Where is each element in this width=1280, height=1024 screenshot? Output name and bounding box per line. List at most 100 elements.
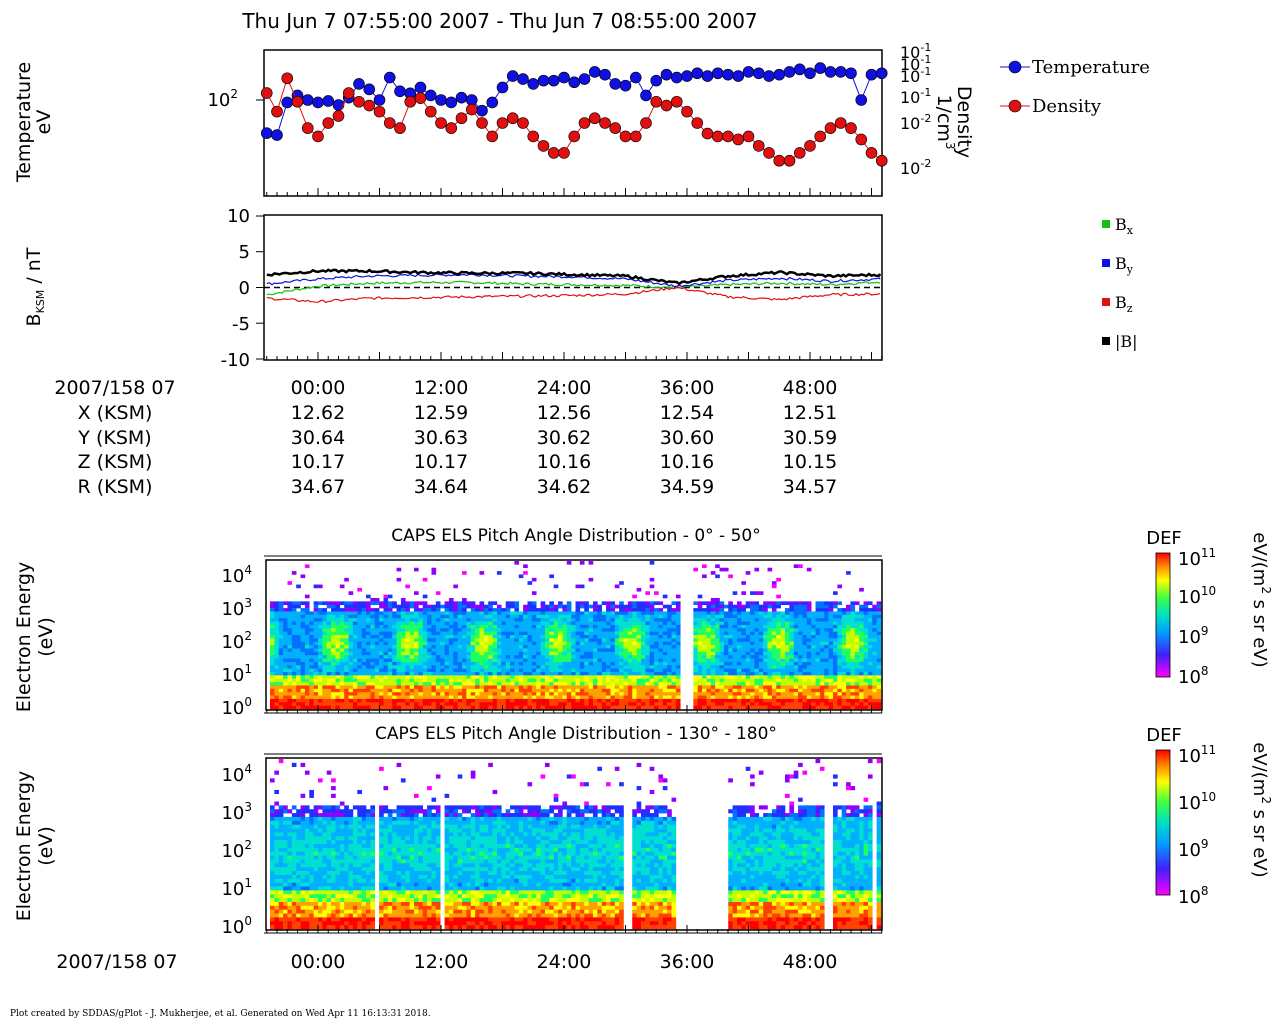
- spectrogram-cell: [854, 678, 860, 683]
- spectrogram-cell: [854, 661, 860, 666]
- spectrogram-cell: [649, 678, 655, 683]
- spectrogram-cell: [440, 695, 445, 700]
- spectrogram-cell: [741, 685, 746, 690]
- spectrogram-cell: [571, 685, 576, 690]
- spectrogram-cell: [789, 635, 795, 639]
- spectrogram-cell: [675, 658, 681, 663]
- spectrogram-cell: [444, 624, 450, 629]
- spectrogram-cell: [400, 682, 406, 686]
- spectrogram-cell: [758, 604, 764, 609]
- spectrogram-cell: [824, 651, 829, 656]
- spectrogram-cell: [278, 878, 284, 883]
- spectrogram-cell: [636, 618, 642, 622]
- spectrogram-cell: [654, 678, 659, 683]
- spectrogram-cell: [846, 688, 851, 693]
- spectrogram-cell: [854, 601, 860, 606]
- temperature-point: [783, 66, 796, 78]
- spectrogram-cell: [619, 628, 624, 632]
- spectrogram-cell: [776, 635, 781, 639]
- spectrogram-cell: [562, 675, 568, 680]
- spectrogram-cell: [453, 608, 458, 612]
- spectrogram-cell: [339, 624, 345, 629]
- density-point: [763, 147, 775, 159]
- spectrogram-cell: [352, 628, 358, 632]
- spectrogram-cell: [387, 695, 393, 700]
- temperature-point: [394, 85, 406, 98]
- spectrogram-cell: [767, 655, 773, 659]
- spectrogram-cell: [309, 688, 314, 693]
- spectrogram-cell: [819, 651, 825, 656]
- spectrogram-cell: [850, 628, 856, 632]
- spectrogram-cell: [366, 655, 371, 659]
- spectrogram-cell: [876, 682, 882, 686]
- spectrogram-cell: [274, 648, 280, 653]
- spectrogram-cell: [832, 638, 838, 643]
- spectrogram-cell: [523, 678, 528, 683]
- spectrogram-cell: [318, 601, 323, 606]
- spectrogram-cell: [837, 608, 843, 612]
- spectrogram-cell: [571, 641, 576, 646]
- spectrogram-cell: [767, 702, 773, 706]
- spectrogram-cell: [667, 695, 672, 700]
- spectrogram-cell: [488, 631, 493, 636]
- spectrogram-cell: [462, 682, 467, 686]
- ephemeris-table: 2007/158 07 X (KSM) Y (KSM) Z (KSM) R (K…: [54, 377, 837, 498]
- spectrogram-cell: [300, 828, 306, 833]
- density-point: [568, 130, 581, 143]
- spectrogram-cell: [832, 685, 838, 690]
- spectrogram-cell: [854, 668, 860, 673]
- spectrogram-cell: [270, 648, 275, 653]
- spectrogram-cell: [374, 608, 380, 612]
- spectrogram-cell: [309, 901, 314, 907]
- spectrogram-cell: [531, 591, 537, 595]
- spectrogram-cell: [728, 648, 733, 653]
- spectrogram-cell: [414, 601, 419, 606]
- spectrogram-cell: [671, 658, 677, 663]
- spectrogram-cell: [448, 675, 454, 680]
- spectrogram-cell: [431, 614, 437, 619]
- spectrogram-cell: [645, 641, 650, 646]
- spectrogram-cell: [374, 624, 380, 629]
- spectrogram-cell: [715, 668, 720, 673]
- spectrogram-cell: [780, 645, 786, 649]
- spectrogram-cell: [579, 635, 585, 639]
- spectrogram-cell: [466, 624, 472, 629]
- spectrogram-cell: [741, 675, 746, 680]
- spectrogram-cell: [750, 668, 755, 673]
- spectrogram-cell: [479, 645, 485, 649]
- spectrogram-cell: [767, 621, 773, 626]
- spectrogram-cell: [627, 604, 633, 609]
- spectrogram-cell: [283, 645, 288, 649]
- spectrogram-cell: [505, 698, 511, 703]
- spectrogram-cell: [824, 621, 829, 626]
- spectrogram-cell: [732, 678, 738, 683]
- spectrogram-cell: [479, 611, 485, 616]
- spectrogram-cell: [763, 702, 768, 706]
- spectrogram-cell: [409, 682, 415, 686]
- spectrogram-cell: [606, 692, 611, 696]
- spectrogram-cell: [715, 682, 720, 686]
- spectrogram-cell: [313, 621, 319, 626]
- spectrogram-cell: [867, 618, 873, 622]
- spectrogram-cell: [741, 682, 746, 686]
- spectrogram-cell: [863, 705, 869, 710]
- spectrogram-cell: [784, 611, 790, 616]
- spectrogram-cell: [405, 604, 410, 609]
- spectrogram-cell: [344, 695, 349, 700]
- spectrogram-cell: [291, 836, 297, 841]
- spectrogram-cell: [483, 695, 489, 700]
- spectrogram-cell: [374, 655, 380, 659]
- by-legend-label: By: [1115, 254, 1134, 276]
- spectrogram-cell: [566, 685, 572, 690]
- spectrogram-cell: [518, 618, 524, 622]
- spectrogram-cell: [841, 668, 847, 673]
- spectrogram-cell: [278, 682, 284, 686]
- spectrogram-cell: [313, 847, 319, 853]
- spectrogram-cell: [723, 614, 729, 619]
- spectrogram-cell: [291, 898, 297, 903]
- spectrogram-cell: [754, 611, 760, 616]
- spectrogram-cell: [802, 661, 808, 666]
- spectrogram-cell: [379, 685, 384, 690]
- spectrogram-cell: [654, 624, 659, 629]
- spectrogram-cell: [457, 645, 463, 649]
